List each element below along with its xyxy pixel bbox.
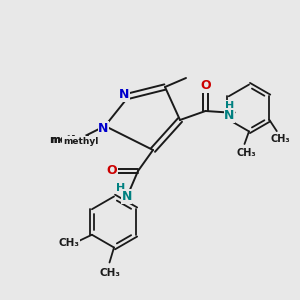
Text: H: H: [116, 183, 125, 194]
Text: N: N: [119, 88, 130, 101]
Text: methyl: methyl: [63, 137, 99, 146]
Text: methyl: methyl: [49, 135, 90, 146]
Text: H: H: [225, 101, 234, 111]
Text: methyl: methyl: [50, 135, 89, 146]
Text: CH₃: CH₃: [271, 134, 290, 144]
Text: methyl: methyl: [50, 135, 91, 146]
Text: N: N: [224, 109, 235, 122]
Text: N: N: [98, 122, 109, 135]
Text: O: O: [106, 164, 117, 178]
Text: CH₃: CH₃: [59, 238, 80, 248]
Text: CH₃: CH₃: [237, 148, 256, 158]
Text: O: O: [200, 79, 211, 92]
Text: N: N: [122, 190, 132, 203]
Text: CH₃: CH₃: [99, 268, 120, 278]
